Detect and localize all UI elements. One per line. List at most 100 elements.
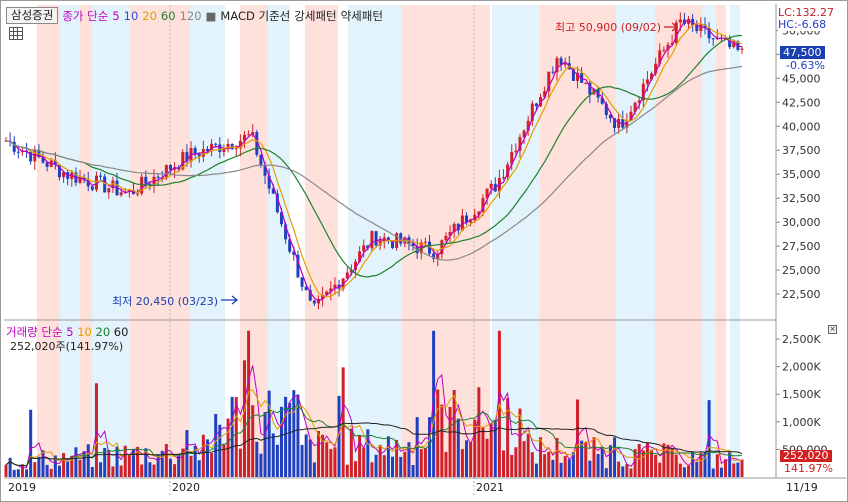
volume-bar bbox=[728, 452, 732, 477]
candle-body bbox=[551, 71, 555, 73]
candle-body bbox=[678, 19, 682, 23]
candle-body bbox=[645, 79, 649, 84]
volume-bar bbox=[127, 455, 131, 477]
price-tick-label: 35,000 bbox=[782, 168, 821, 181]
candle-body bbox=[321, 294, 325, 299]
volume-bar bbox=[333, 447, 337, 477]
volume-bar bbox=[181, 448, 185, 477]
candle-body bbox=[629, 111, 633, 121]
candle-body bbox=[164, 165, 168, 179]
candle-body bbox=[152, 176, 156, 185]
candle-body bbox=[608, 114, 612, 119]
pattern-band bbox=[702, 5, 716, 478]
volume-bar bbox=[279, 406, 283, 477]
volume-bar bbox=[86, 444, 90, 477]
x-label-2020: 2020 bbox=[172, 481, 200, 494]
candle-body bbox=[86, 179, 90, 187]
volume-ma-line bbox=[5, 422, 743, 467]
volume-bar bbox=[66, 461, 70, 477]
volume-bar bbox=[555, 437, 559, 477]
price-tick-label: 27,500 bbox=[782, 240, 821, 253]
candle-body bbox=[604, 103, 608, 115]
volume-bar bbox=[440, 404, 444, 477]
volume-bar bbox=[41, 450, 45, 477]
candle-body bbox=[275, 193, 279, 213]
volume-bar bbox=[460, 449, 464, 477]
low-arrow-icon bbox=[221, 295, 239, 305]
candle-body bbox=[411, 243, 415, 247]
candle-body bbox=[526, 120, 530, 131]
candle-body bbox=[563, 63, 567, 65]
x-label-2019: 2019 bbox=[8, 481, 36, 494]
volume-bar bbox=[489, 422, 493, 477]
candle-body bbox=[641, 83, 645, 101]
chart-legend: 삼성증권 종가 단순 5 10 20 60 120 ■ MACD 기준선 강세패… bbox=[6, 7, 383, 24]
candle-body bbox=[617, 118, 621, 128]
table-icon[interactable] bbox=[9, 27, 23, 40]
stock-name-button[interactable]: 삼성증권 bbox=[6, 7, 59, 24]
pattern-band bbox=[305, 5, 338, 478]
candle-body bbox=[674, 22, 678, 43]
candle-body bbox=[353, 261, 357, 270]
candle-body bbox=[559, 58, 563, 65]
close-icon[interactable]: × bbox=[828, 325, 837, 334]
candle-body bbox=[168, 165, 172, 170]
candle-body bbox=[144, 176, 148, 184]
ma5-label: 5 bbox=[112, 8, 120, 23]
candle-body bbox=[452, 223, 456, 233]
volume-bar bbox=[156, 454, 160, 477]
candle-body bbox=[205, 149, 209, 152]
volume-bar bbox=[666, 444, 670, 477]
volume-bar bbox=[201, 434, 205, 477]
volume-bar bbox=[353, 461, 357, 477]
candle-body bbox=[625, 120, 629, 128]
candle-body bbox=[325, 291, 329, 295]
candle-body bbox=[374, 231, 378, 246]
volume-bar bbox=[695, 461, 699, 477]
candle-body bbox=[57, 164, 61, 178]
volume-bar bbox=[358, 435, 362, 477]
volume-bar bbox=[543, 454, 547, 477]
candle-body bbox=[103, 176, 107, 193]
volume-bar bbox=[736, 462, 740, 477]
volume-bar bbox=[485, 438, 489, 477]
volume-bar bbox=[312, 462, 316, 477]
volume-bar bbox=[259, 453, 263, 477]
volume-bar bbox=[222, 443, 226, 477]
x-last-date: 11/19 bbox=[786, 481, 818, 494]
volume-bar bbox=[650, 449, 654, 477]
volume-bar bbox=[94, 383, 98, 477]
volume-bar bbox=[140, 464, 144, 477]
candle-body bbox=[300, 277, 304, 287]
price-tick-label: 42,500 bbox=[782, 96, 821, 109]
price-tick-label: 40,000 bbox=[782, 120, 821, 133]
high-arrow-icon bbox=[664, 22, 679, 32]
candle-body bbox=[506, 164, 510, 178]
pattern-band bbox=[92, 5, 130, 478]
volume-bar bbox=[325, 442, 329, 477]
volume-bar bbox=[411, 465, 415, 477]
candle-body bbox=[391, 240, 395, 248]
volume-bar bbox=[448, 406, 452, 477]
pattern-band bbox=[655, 5, 702, 478]
candle-body bbox=[12, 141, 16, 152]
pattern-band bbox=[37, 5, 60, 478]
candle-body bbox=[29, 151, 33, 162]
ma60-label: 60 bbox=[160, 8, 176, 23]
candle-body bbox=[477, 211, 481, 215]
candle-body bbox=[267, 175, 271, 189]
volume-bar bbox=[641, 450, 645, 477]
volume-bar bbox=[522, 441, 526, 477]
candle-body bbox=[378, 240, 382, 246]
candle-body bbox=[366, 245, 370, 249]
volume-bar bbox=[316, 430, 320, 477]
price-tick-label: 22,500 bbox=[782, 288, 821, 301]
candle-body bbox=[107, 188, 111, 193]
volume-bar bbox=[699, 452, 703, 477]
volume-bar bbox=[284, 396, 288, 477]
x-label-2021: 2021 bbox=[476, 481, 504, 494]
volume-bar bbox=[629, 468, 633, 477]
volume-bar bbox=[37, 456, 41, 477]
